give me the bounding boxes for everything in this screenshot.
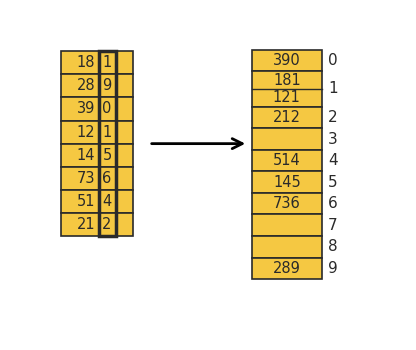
- Bar: [116, 190, 133, 213]
- Bar: [99, 144, 116, 167]
- Bar: [116, 97, 133, 120]
- Text: 181: 181: [273, 72, 301, 88]
- Bar: [61, 51, 99, 74]
- Bar: [61, 167, 99, 190]
- Bar: [116, 213, 133, 236]
- Text: 0: 0: [102, 102, 112, 117]
- Bar: [99, 167, 116, 190]
- Text: 14: 14: [77, 148, 95, 163]
- Text: 390: 390: [273, 53, 301, 68]
- Text: 4: 4: [102, 194, 111, 209]
- Text: 51: 51: [77, 194, 95, 209]
- Bar: [252, 215, 322, 236]
- Text: 21: 21: [77, 217, 95, 232]
- Bar: [252, 71, 322, 107]
- Text: 73: 73: [77, 171, 95, 186]
- Bar: [116, 167, 133, 190]
- Text: 145: 145: [273, 175, 301, 190]
- Bar: [252, 150, 322, 171]
- Text: 1: 1: [102, 55, 111, 70]
- Text: 1: 1: [328, 82, 337, 97]
- Bar: [252, 107, 322, 128]
- Bar: [116, 51, 133, 74]
- Bar: [116, 74, 133, 97]
- Text: 18: 18: [77, 55, 95, 70]
- Text: 1: 1: [102, 125, 111, 140]
- Bar: [61, 144, 99, 167]
- Bar: [252, 236, 322, 258]
- Bar: [99, 51, 116, 74]
- Text: 3: 3: [328, 132, 338, 147]
- Text: 5: 5: [102, 148, 111, 163]
- Bar: [252, 193, 322, 215]
- Text: 0: 0: [328, 53, 337, 68]
- Bar: [252, 258, 322, 279]
- Bar: [116, 120, 133, 144]
- Text: 6: 6: [328, 196, 338, 211]
- Bar: [99, 190, 116, 213]
- Bar: [252, 172, 322, 193]
- Bar: [61, 213, 99, 236]
- Bar: [116, 144, 133, 167]
- Text: 4: 4: [328, 153, 337, 168]
- Text: 7: 7: [328, 218, 337, 233]
- Text: 2: 2: [328, 110, 337, 125]
- Text: 28: 28: [77, 78, 95, 93]
- Bar: [99, 97, 116, 120]
- Bar: [99, 213, 116, 236]
- Bar: [61, 74, 99, 97]
- Text: 9: 9: [102, 78, 111, 93]
- Text: 289: 289: [273, 261, 301, 276]
- Text: 2: 2: [102, 217, 112, 232]
- Bar: [99, 74, 116, 97]
- Text: 6: 6: [102, 171, 111, 186]
- Bar: [61, 190, 99, 213]
- Bar: [61, 97, 99, 120]
- Text: 9: 9: [328, 261, 338, 276]
- Text: 212: 212: [273, 110, 301, 125]
- Bar: [99, 120, 116, 144]
- Text: 514: 514: [273, 153, 301, 168]
- Bar: [61, 120, 99, 144]
- Bar: [252, 128, 322, 150]
- Text: 736: 736: [273, 196, 301, 211]
- Text: 8: 8: [328, 239, 337, 254]
- Bar: [252, 50, 322, 71]
- Bar: [99, 51, 116, 236]
- Text: 12: 12: [77, 125, 95, 140]
- Text: 39: 39: [77, 102, 95, 117]
- Text: 5: 5: [328, 175, 337, 190]
- Text: 121: 121: [273, 90, 301, 105]
